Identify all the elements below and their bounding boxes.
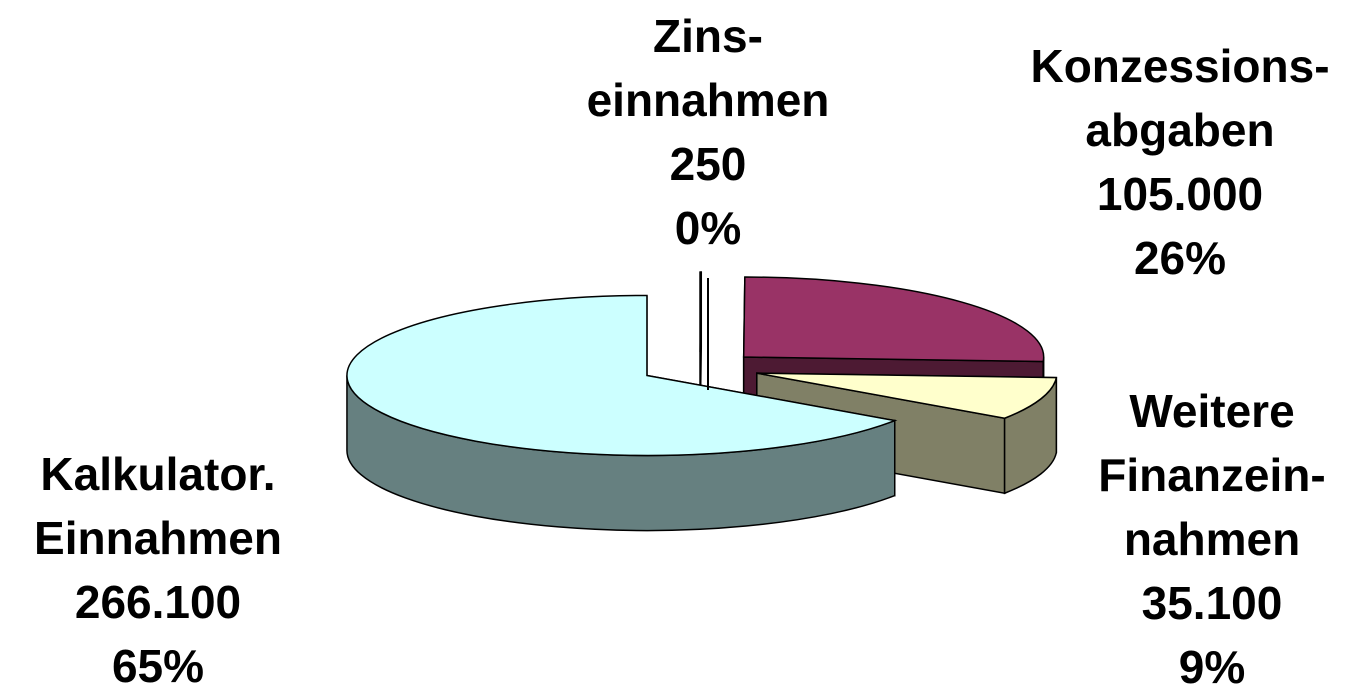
- value-label: 266.100: [75, 576, 241, 628]
- slice-label: Kalkulator.: [40, 448, 275, 500]
- slice-label: Konzessions-: [1030, 40, 1329, 92]
- value-label: 35.100: [1142, 577, 1283, 629]
- slice-top: [346, 294, 898, 457]
- value-label: 250: [670, 138, 747, 190]
- percent-label: 9%: [1179, 641, 1245, 693]
- slice-top: [742, 276, 1045, 363]
- slice-label: Einnahmen: [34, 512, 282, 564]
- slice-label: Weitere: [1129, 385, 1294, 437]
- value-label: 105.000: [1097, 168, 1263, 220]
- pie: [346, 271, 1058, 532]
- slice-label: nahmen: [1124, 513, 1300, 565]
- percent-label: 26%: [1134, 232, 1226, 284]
- percent-label: 0%: [675, 202, 741, 254]
- percent-label: 65%: [112, 640, 204, 692]
- slice-label: abgaben: [1085, 104, 1274, 156]
- slice-label: Zins-: [653, 10, 763, 62]
- slice-top: [756, 372, 1058, 420]
- slice-label: einnahmen: [587, 74, 830, 126]
- slice-label: Finanzein-: [1098, 449, 1325, 501]
- slice-top: [699, 271, 703, 353]
